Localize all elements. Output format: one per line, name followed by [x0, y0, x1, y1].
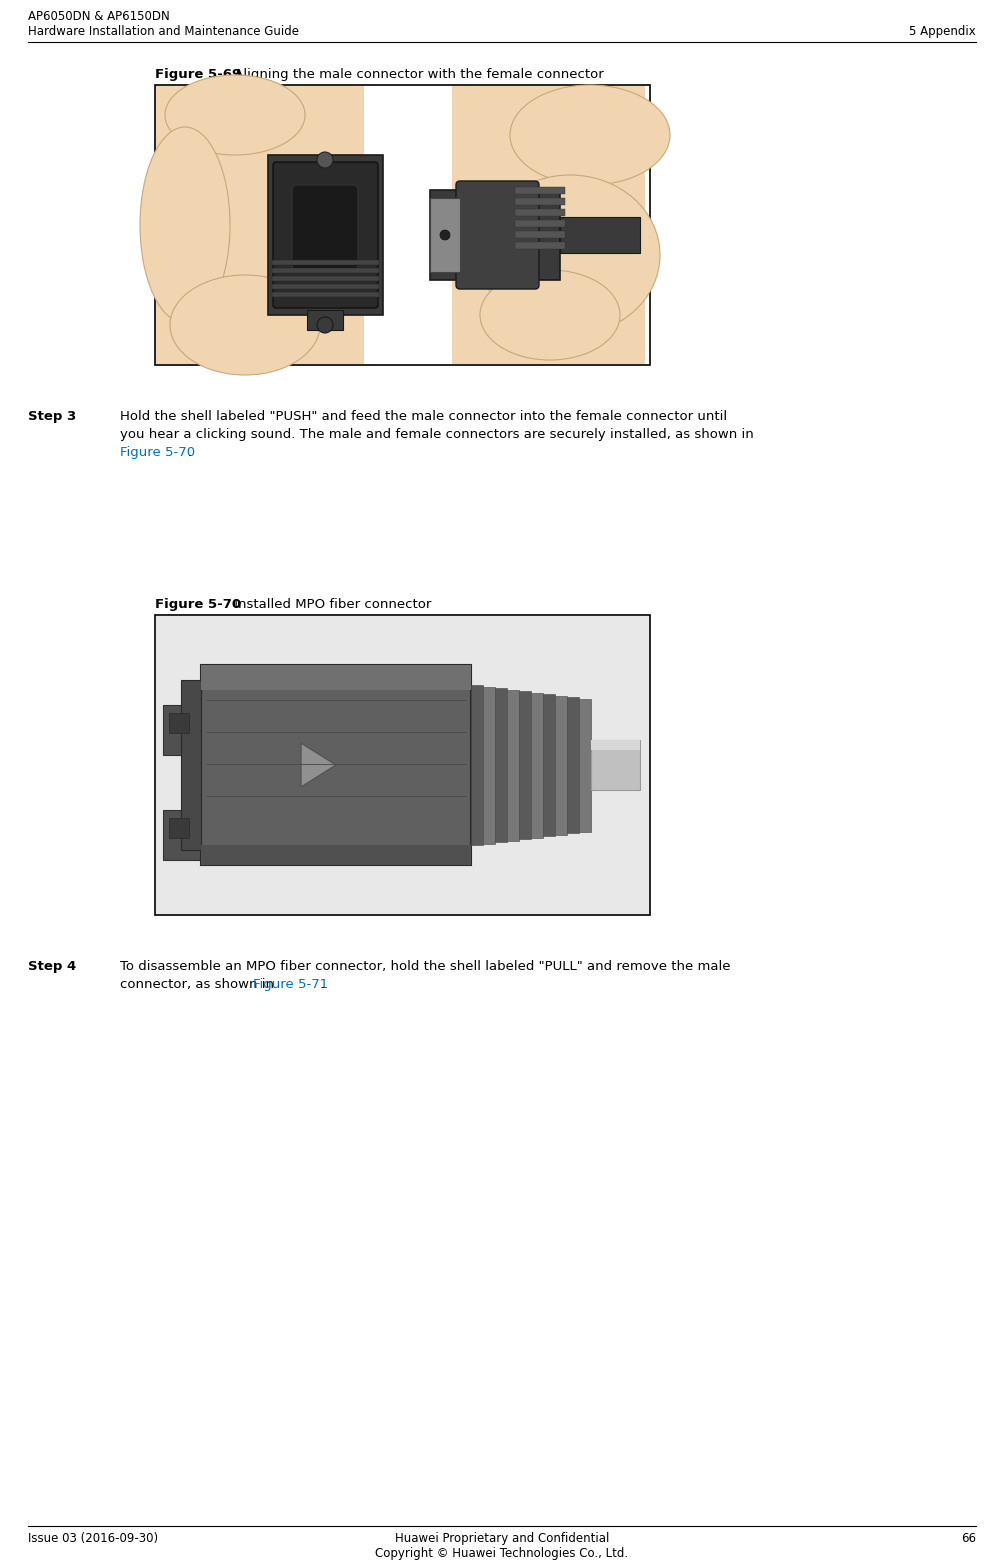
Text: Figure 5-70: Figure 5-70 — [154, 598, 241, 611]
Text: .: . — [188, 446, 192, 459]
Text: you hear a clicking sound. The male and female connectors are securely installed: you hear a clicking sound. The male and … — [120, 428, 753, 442]
Bar — [579, 698, 591, 832]
Bar — [429, 197, 459, 272]
FancyBboxPatch shape — [292, 185, 358, 269]
Text: Aligning the male connector with the female connector: Aligning the male connector with the fem… — [230, 67, 603, 81]
Bar — [154, 85, 649, 365]
Bar — [531, 692, 543, 838]
Bar — [515, 243, 565, 249]
Bar — [451, 86, 644, 363]
Text: Figure 5-69: Figure 5-69 — [154, 67, 241, 81]
Bar — [162, 705, 201, 755]
Bar — [519, 691, 531, 839]
Bar — [201, 666, 470, 691]
Bar — [272, 260, 378, 265]
Text: Figure 5-70: Figure 5-70 — [120, 446, 195, 459]
Bar — [272, 276, 378, 280]
Bar — [162, 810, 201, 860]
Bar — [181, 680, 201, 850]
Text: Figure 5-71: Figure 5-71 — [253, 979, 328, 991]
Bar — [307, 310, 343, 330]
Bar — [154, 615, 649, 915]
Bar — [515, 186, 565, 194]
Ellipse shape — [510, 85, 669, 185]
Bar — [169, 817, 189, 838]
Bar — [507, 689, 519, 841]
Bar — [268, 155, 382, 315]
Ellipse shape — [479, 175, 659, 335]
Bar — [272, 283, 378, 290]
Bar — [155, 86, 363, 363]
Text: To disassemble an MPO fiber connector, hold the shell labeled "PULL" and remove : To disassemble an MPO fiber connector, h… — [120, 960, 730, 972]
Text: Step 4: Step 4 — [28, 960, 76, 972]
Text: Issue 03 (2016-09-30): Issue 03 (2016-09-30) — [28, 1532, 157, 1546]
Text: Hardware Installation and Maintenance Guide: Hardware Installation and Maintenance Gu… — [28, 25, 299, 38]
Bar — [470, 684, 482, 846]
Text: connector, as shown in: connector, as shown in — [120, 979, 278, 991]
Bar — [591, 741, 639, 789]
Text: Installed MPO fiber connector: Installed MPO fiber connector — [230, 598, 431, 611]
Ellipse shape — [479, 269, 620, 360]
Bar — [560, 218, 639, 254]
Text: Hold the shell labeled "PUSH" and feed the male connector into the female connec: Hold the shell labeled "PUSH" and feed t… — [120, 410, 726, 423]
Bar — [591, 741, 639, 750]
Bar — [272, 268, 378, 272]
Bar — [567, 697, 579, 833]
Bar — [169, 713, 189, 733]
Polygon shape — [301, 742, 336, 788]
Circle shape — [439, 230, 449, 240]
Text: Copyright © Huawei Technologies Co., Ltd.: Copyright © Huawei Technologies Co., Ltd… — [375, 1547, 628, 1560]
Bar — [515, 197, 565, 205]
Bar — [555, 695, 567, 835]
Bar — [272, 291, 378, 298]
Bar — [201, 846, 470, 864]
Ellipse shape — [139, 127, 230, 323]
Circle shape — [317, 316, 333, 334]
Bar — [482, 686, 494, 844]
FancyBboxPatch shape — [273, 161, 377, 309]
Text: Step 3: Step 3 — [28, 410, 76, 423]
Text: Huawei Proprietary and Confidential: Huawei Proprietary and Confidential — [394, 1532, 609, 1546]
Text: 5 Appendix: 5 Appendix — [909, 25, 975, 38]
Circle shape — [317, 152, 333, 168]
Bar — [515, 232, 565, 238]
Bar — [494, 687, 507, 843]
Bar — [201, 666, 470, 864]
Ellipse shape — [170, 276, 320, 374]
Text: AP6050DN & AP6150DN: AP6050DN & AP6150DN — [28, 9, 170, 23]
Bar — [515, 208, 565, 216]
FancyBboxPatch shape — [455, 182, 539, 290]
Bar — [429, 189, 560, 280]
Bar — [155, 615, 648, 915]
Text: .: . — [321, 979, 325, 991]
Bar — [515, 219, 565, 227]
Text: 66: 66 — [960, 1532, 975, 1546]
Ellipse shape — [164, 75, 305, 155]
Bar — [543, 694, 555, 836]
